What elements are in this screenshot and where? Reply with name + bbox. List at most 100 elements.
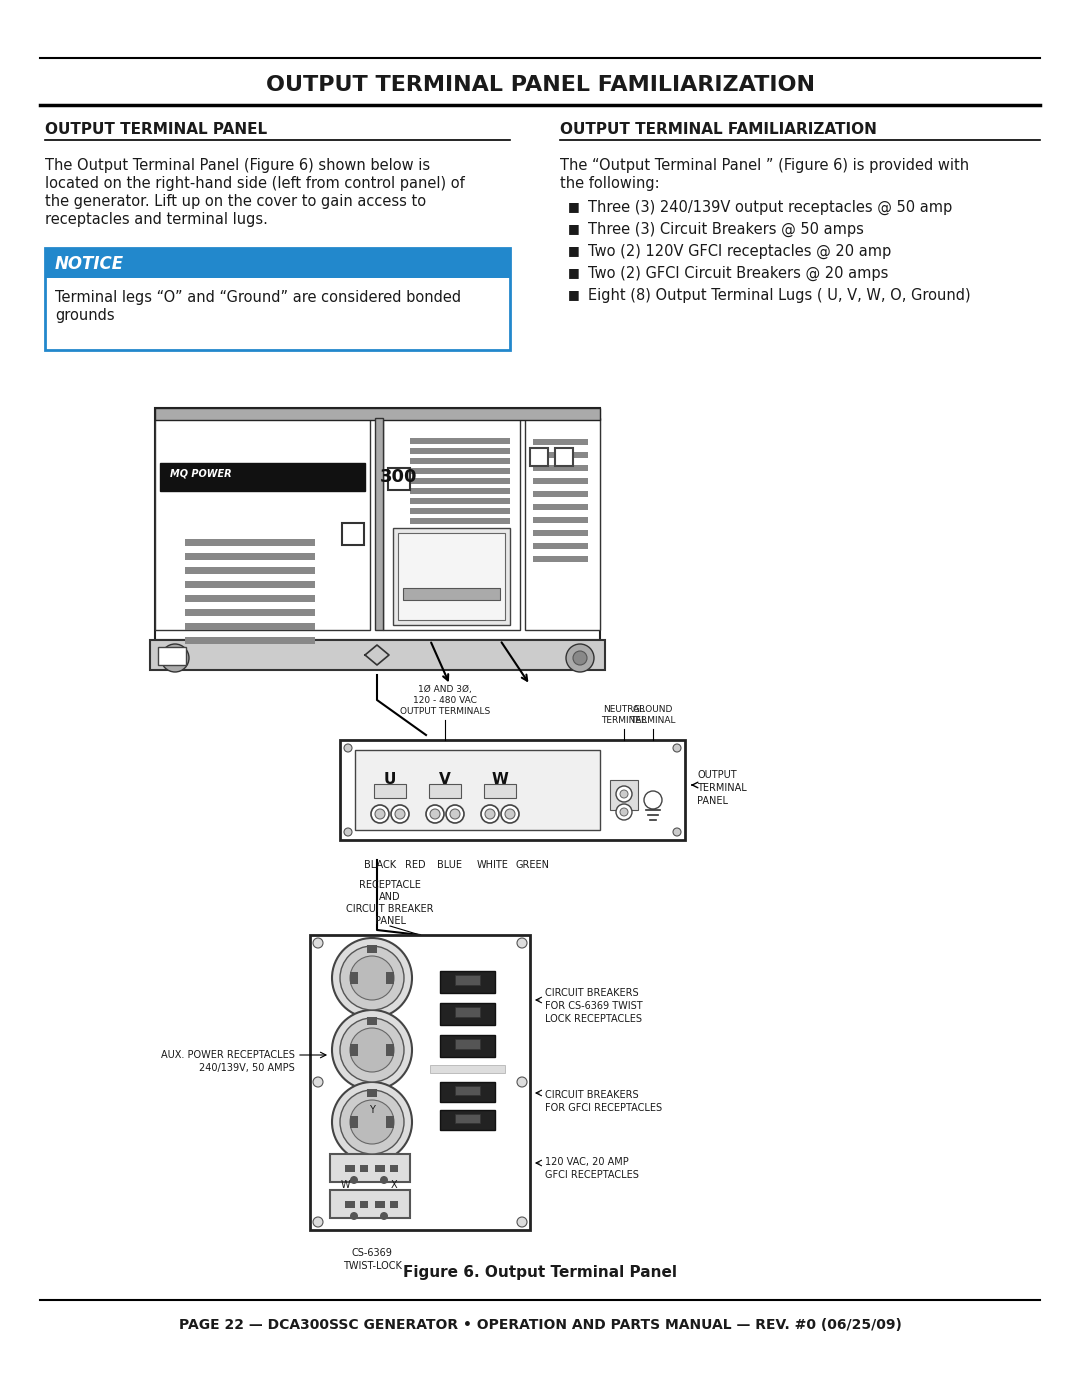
Circle shape (340, 946, 404, 1010)
Text: TWIST-LOCK: TWIST-LOCK (342, 1261, 402, 1271)
Bar (350, 1044, 357, 1056)
Text: CS-6369: CS-6369 (352, 1248, 392, 1259)
Text: 300: 300 (380, 468, 418, 486)
Text: PAGE 22 — DCA300SSC GENERATOR • OPERATION AND PARTS MANUAL — REV. #0 (06/25/09): PAGE 22 — DCA300SSC GENERATOR • OPERATIO… (178, 1317, 902, 1331)
Bar (525, 418, 600, 630)
Text: RECEPTACLE: RECEPTACLE (359, 880, 421, 890)
Text: ■: ■ (568, 244, 580, 257)
Bar (440, 1083, 495, 1102)
Text: W: W (491, 773, 509, 787)
Bar (388, 468, 410, 490)
Circle shape (517, 1077, 527, 1087)
Text: Two (2) 120V GFCI receptacles @ 20 amp: Two (2) 120V GFCI receptacles @ 20 amp (588, 244, 891, 260)
Text: GREEN: GREEN (516, 861, 550, 870)
Text: OUTPUT: OUTPUT (697, 770, 737, 780)
Bar (45, 278, 510, 351)
Text: RED: RED (405, 861, 426, 870)
Bar (534, 517, 588, 522)
Bar (360, 1165, 368, 1172)
Bar (430, 1065, 505, 1073)
Bar (534, 529, 588, 536)
Bar (355, 750, 600, 830)
Bar (156, 408, 600, 640)
Text: TERMINAL: TERMINAL (602, 717, 647, 725)
Bar (350, 972, 357, 983)
Bar (185, 567, 315, 574)
Bar (386, 1044, 394, 1056)
Bar (185, 539, 315, 546)
Bar (410, 518, 510, 524)
Circle shape (620, 807, 627, 816)
Circle shape (616, 787, 632, 802)
Circle shape (485, 809, 495, 819)
Text: V: V (440, 773, 450, 787)
Bar (534, 478, 588, 483)
Circle shape (620, 789, 627, 798)
Text: PANEL: PANEL (375, 916, 405, 926)
Text: located on the right-hand side (left from control panel) of: located on the right-hand side (left fro… (45, 176, 464, 191)
Bar (484, 784, 516, 798)
Circle shape (313, 937, 323, 949)
Text: NEUTRAL: NEUTRAL (604, 705, 645, 714)
Circle shape (345, 828, 352, 835)
Bar (455, 975, 480, 985)
Circle shape (450, 809, 460, 819)
Bar (399, 534, 505, 620)
Bar (310, 935, 530, 1229)
Circle shape (566, 644, 594, 672)
Text: the following:: the following: (561, 176, 660, 191)
Bar (403, 588, 500, 599)
Bar (393, 528, 510, 624)
Text: CIRCUIT BREAKERS: CIRCUIT BREAKERS (545, 1090, 638, 1099)
Bar (455, 1007, 480, 1017)
Circle shape (573, 651, 588, 665)
Circle shape (505, 809, 515, 819)
Bar (185, 553, 315, 560)
Bar (440, 1111, 495, 1130)
Bar (410, 439, 510, 444)
Bar (158, 647, 186, 665)
Text: 120 - 480 VAC: 120 - 480 VAC (413, 696, 477, 705)
Text: AND: AND (379, 893, 401, 902)
Text: TERMINAL: TERMINAL (631, 717, 676, 725)
Bar (367, 1017, 377, 1025)
Bar (534, 543, 588, 549)
Circle shape (481, 805, 499, 823)
Circle shape (501, 805, 519, 823)
Bar (410, 488, 510, 495)
Circle shape (673, 828, 681, 835)
Text: ■: ■ (568, 265, 580, 279)
Bar (455, 1039, 480, 1049)
Bar (410, 497, 510, 504)
Circle shape (332, 1010, 411, 1090)
Bar (455, 1113, 480, 1123)
Bar (340, 740, 685, 840)
Circle shape (380, 1213, 388, 1220)
Bar (410, 448, 510, 454)
Circle shape (340, 1090, 404, 1154)
Circle shape (313, 1077, 323, 1087)
Text: GFCI RECEPTACLES: GFCI RECEPTACLES (545, 1171, 639, 1180)
Circle shape (350, 1099, 394, 1144)
Bar (367, 944, 377, 953)
Text: Three (3) Circuit Breakers @ 50 amps: Three (3) Circuit Breakers @ 50 amps (588, 222, 864, 237)
Bar (367, 1090, 377, 1097)
Text: WHITE: WHITE (477, 861, 509, 870)
Text: MQ POWER: MQ POWER (170, 468, 231, 478)
Circle shape (345, 745, 352, 752)
Text: receptacles and terminal lugs.: receptacles and terminal lugs. (45, 212, 268, 226)
Bar (45, 249, 510, 278)
Bar (156, 418, 370, 630)
Circle shape (395, 809, 405, 819)
Bar (330, 1190, 410, 1218)
Bar (342, 522, 364, 545)
Bar (160, 462, 365, 490)
Bar (330, 1154, 410, 1182)
Bar (185, 609, 315, 616)
Bar (185, 581, 315, 588)
Text: ■: ■ (568, 200, 580, 212)
Bar (185, 595, 315, 602)
Circle shape (332, 1083, 411, 1162)
Circle shape (350, 1176, 357, 1185)
Circle shape (168, 651, 183, 665)
